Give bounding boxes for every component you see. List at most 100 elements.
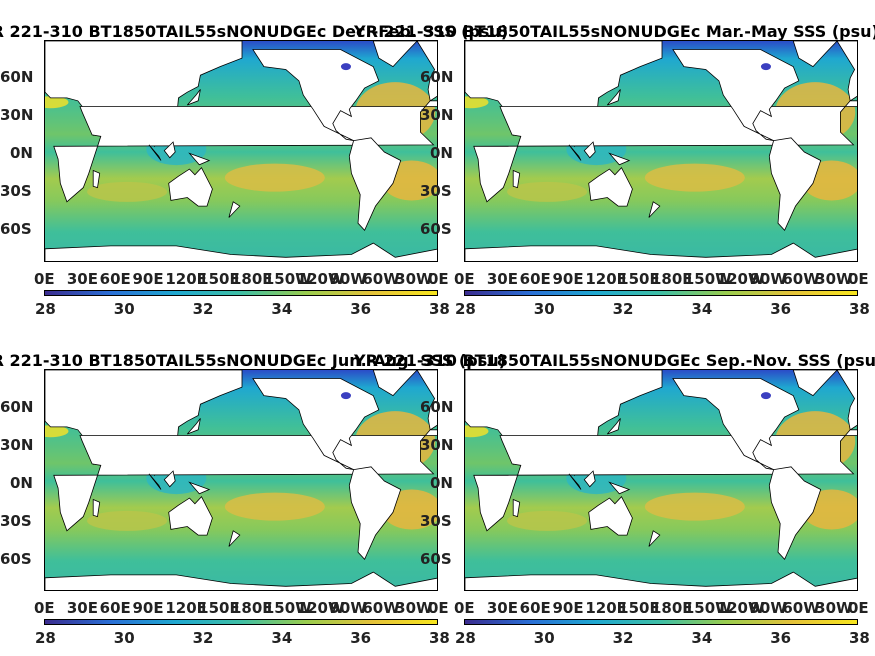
landmass-antarctica <box>465 571 857 590</box>
salinity-anomaly <box>507 510 588 531</box>
lat-label: 60N <box>0 398 34 416</box>
landmass-ng <box>188 481 211 495</box>
landmass-samerica <box>768 137 822 232</box>
lon-label-jja: 120E <box>165 599 207 617</box>
lon-label-jja: 150W <box>263 599 312 617</box>
colorbar-tick-djf: 32 <box>192 300 214 318</box>
lat-label: 0N <box>430 474 453 492</box>
lon-label-son: 30E <box>486 599 518 617</box>
salinity-anomaly <box>644 163 745 192</box>
colorbar-tick-jja: 32 <box>192 629 214 647</box>
landmass-namerica <box>252 378 380 470</box>
landmass-greenland <box>792 41 838 68</box>
lon-label-djf: 150W <box>263 270 312 288</box>
lon-label-mam: 120W <box>716 270 765 288</box>
lat-label: 30N <box>0 436 34 454</box>
colorbar-tick-son: 32 <box>612 629 634 647</box>
lon-label-djf: 0E <box>428 270 449 288</box>
landmass-madagascar <box>512 498 521 518</box>
colorbar-tick-son: 36 <box>770 629 792 647</box>
lon-label-son: 90W <box>749 599 787 617</box>
landmass-madagascar <box>92 498 101 518</box>
lon-label-jja: 90E <box>132 599 164 617</box>
lon-label-son: 0E <box>454 599 475 617</box>
lon-label-djf: 30E <box>66 270 98 288</box>
landmass-ng <box>608 481 631 495</box>
landmass-namerica <box>672 378 800 470</box>
landmass-samerica <box>348 137 402 232</box>
landmass-africa <box>473 100 857 203</box>
panel-title-djf: YR 221-310 BT1850TAIL55sNONUDGEc Dec.-Fe… <box>0 22 509 41</box>
landmass-antarctica <box>465 242 857 261</box>
lat-label: 30S <box>420 182 452 200</box>
lon-label-mam: 60E <box>519 270 551 288</box>
salinity-anomaly <box>45 96 69 109</box>
lon-label-jja: 30W <box>395 599 433 617</box>
landmass-africa <box>473 429 857 532</box>
salinity-anomaly <box>507 181 588 202</box>
lon-label-son: 120E <box>585 599 627 617</box>
landmass-madagascar <box>92 169 101 189</box>
lon-label-mam: 90E <box>552 270 584 288</box>
salinity-anomaly <box>224 163 325 192</box>
colorbar-tick-mam: 28 <box>455 300 476 318</box>
landmass-australia <box>588 167 633 207</box>
landmass-nz <box>648 201 661 218</box>
landmass-eurasia_w <box>416 41 437 102</box>
landmass-sumatra <box>568 144 582 161</box>
lon-label-mam: 120E <box>585 270 627 288</box>
landmass-greenland <box>372 41 418 68</box>
lon-label-jja: 60E <box>99 599 131 617</box>
lon-label-mam: 0E <box>848 270 869 288</box>
lon-label-mam: 30W <box>815 270 853 288</box>
lon-label-mam: 150E <box>618 270 660 288</box>
colorbar-jja <box>44 619 438 625</box>
landmass-greenland <box>372 370 418 397</box>
landmass-sumatra <box>148 144 162 161</box>
lat-label: 0N <box>10 474 33 492</box>
colorbar-tick-son: 38 <box>849 629 870 647</box>
lon-label-djf: 120E <box>165 270 207 288</box>
lon-label-djf: 120W <box>296 270 345 288</box>
landmass-africa <box>53 429 437 532</box>
colorbar-tick-mam: 30 <box>533 300 555 318</box>
lon-label-son: 90E <box>552 599 584 617</box>
landmass-japan <box>186 418 201 435</box>
landmass-australia <box>168 496 213 536</box>
colorbar-tick-jja: 36 <box>350 629 372 647</box>
landmass-borneo <box>583 470 596 488</box>
lat-label: 60N <box>420 68 454 86</box>
colorbar-tick-djf: 34 <box>271 300 293 318</box>
lat-label: 30N <box>420 436 454 454</box>
landmass-nz <box>228 530 241 547</box>
lon-label-djf: 180E <box>231 270 273 288</box>
colorbar-tick-son: 30 <box>533 629 555 647</box>
lat-label: 0N <box>430 144 453 162</box>
colorbar-tick-djf: 30 <box>113 300 135 318</box>
lon-label-mam: 60W <box>782 270 820 288</box>
colorbar-tick-jja: 34 <box>271 629 293 647</box>
hudson-bay <box>340 392 351 400</box>
colorbar-tick-son: 28 <box>455 629 476 647</box>
lon-label-mam: 0E <box>454 270 475 288</box>
landmass-sumatra <box>568 473 582 490</box>
lat-label: 60N <box>0 68 34 86</box>
landmass-sumatra <box>148 473 162 490</box>
hudson-bay <box>340 63 351 71</box>
colorbar-tick-jja: 28 <box>35 629 56 647</box>
landmass-samerica <box>348 466 402 561</box>
lat-label: 60S <box>420 220 452 238</box>
salinity-map-jja <box>44 369 438 591</box>
lon-label-son: 0E <box>848 599 869 617</box>
landmass-ng <box>608 152 631 166</box>
lat-label: 0N <box>10 144 33 162</box>
salinity-anomaly <box>45 425 69 438</box>
lon-label-mam: 180E <box>651 270 693 288</box>
landmass-eurasia_w <box>836 41 857 102</box>
salinity-map-mam <box>464 40 858 262</box>
lon-label-son: 60E <box>519 599 551 617</box>
salinity-anomaly <box>87 181 168 202</box>
lon-label-son: 150W <box>683 599 732 617</box>
lon-label-jja: 150E <box>198 599 240 617</box>
colorbar-tick-mam: 36 <box>770 300 792 318</box>
